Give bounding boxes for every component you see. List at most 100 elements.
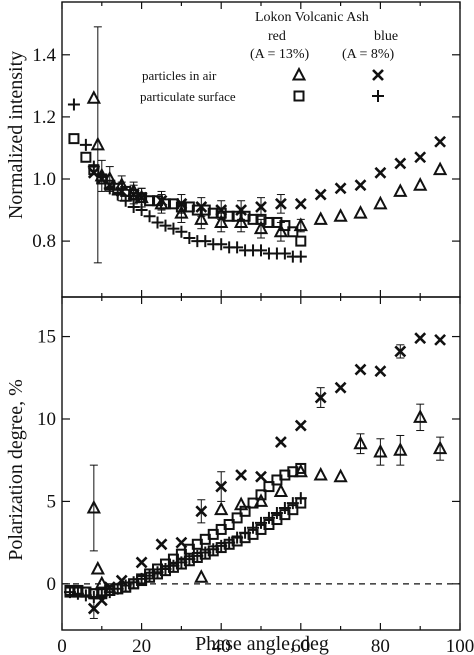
data-point-triangle <box>373 195 388 210</box>
data-point-plus <box>143 569 156 582</box>
legend-plus-marker <box>372 90 384 102</box>
data-point-plus <box>294 250 307 263</box>
data-point-triangle <box>313 211 328 225</box>
data-point-x <box>255 201 267 213</box>
data-point-square <box>263 481 275 493</box>
data-point-triangle <box>214 501 229 516</box>
legend-x-marker <box>372 69 384 81</box>
data-point-plus <box>127 200 140 213</box>
data-point-plus <box>215 238 228 251</box>
data-point-square <box>136 192 148 204</box>
data-point-triangle <box>273 483 289 498</box>
legend-triangle-marker <box>291 66 307 81</box>
data-point-x <box>334 182 347 195</box>
data-point-plus <box>151 566 164 579</box>
y-tick-label: 0.8 <box>32 231 56 252</box>
data-point-plus <box>167 222 180 235</box>
data-point-x <box>155 538 168 551</box>
legend-col-red: red <box>268 29 286 44</box>
data-point-square <box>199 204 211 216</box>
data-point-triangle <box>393 183 408 197</box>
data-point-triangle <box>333 208 348 222</box>
data-point-square <box>295 235 307 247</box>
legend-square-marker <box>293 90 305 102</box>
y-tick-label: 10 <box>37 409 56 430</box>
data-point-x <box>235 469 248 481</box>
data-point-square <box>191 204 203 216</box>
x-tick-label: 0 <box>57 636 67 655</box>
data-point-x <box>274 197 287 210</box>
data-point-square <box>255 489 267 501</box>
data-point-square <box>279 220 291 232</box>
data-point-plus <box>127 576 140 589</box>
data-point-x <box>274 436 287 448</box>
data-point-x <box>374 365 387 378</box>
error-bar <box>89 464 98 552</box>
data-point-x <box>334 381 347 394</box>
data-point-triangle <box>432 161 448 176</box>
data-point-square <box>255 213 267 225</box>
data-point-square <box>183 201 195 213</box>
data-point-plus <box>231 241 244 254</box>
data-point-triangle <box>413 409 428 423</box>
error-bar <box>93 26 102 264</box>
data-point-plus <box>103 182 116 195</box>
data-point-x <box>354 179 367 192</box>
data-point-square <box>247 213 259 225</box>
data-point-x <box>414 151 427 164</box>
data-point-square <box>263 216 275 228</box>
data-point-square <box>144 195 156 207</box>
data-point-x <box>354 363 367 376</box>
y-tick-label: 15 <box>37 327 56 348</box>
data-point-triangle <box>373 443 388 458</box>
data-point-plus <box>270 506 283 519</box>
data-point-x <box>434 333 447 346</box>
legend-col-blue: blue <box>374 29 398 44</box>
data-point-x <box>235 204 248 216</box>
data-point-plus <box>175 225 188 238</box>
data-point-square <box>159 198 171 210</box>
data-point-triangle <box>353 205 368 219</box>
legend-col-red-sub: (A = 13%) <box>250 47 310 62</box>
data-point-plus <box>143 210 156 223</box>
data-point-plus <box>191 549 204 562</box>
data-point-triangle <box>86 499 101 514</box>
data-point-plus <box>215 539 228 552</box>
x-tick-label: 60 <box>291 636 310 655</box>
data-point-x <box>374 166 387 179</box>
data-point-triangle <box>432 440 448 455</box>
data-point-square <box>295 462 307 474</box>
data-point-x <box>135 556 148 569</box>
data-point-plus <box>167 559 180 572</box>
data-point-square <box>239 210 251 222</box>
data-point-square <box>231 210 243 222</box>
data-point-square <box>128 189 140 201</box>
data-point-triangle <box>313 466 328 481</box>
legend-row-air: particles in air <box>142 68 217 83</box>
data-point-square <box>175 201 187 213</box>
data-point-square <box>152 195 164 207</box>
data-point-x <box>215 480 228 493</box>
data-point-plus <box>278 247 291 260</box>
data-point-square <box>247 497 259 509</box>
x-axis-title: Phase angle, deg <box>195 633 329 655</box>
y-tick-label: 1.4 <box>32 45 56 66</box>
x-tick-label: 20 <box>132 636 151 655</box>
data-point-square <box>223 518 235 530</box>
data-point-triangle <box>393 442 408 456</box>
data-point-square <box>167 198 179 210</box>
data-point-triangle <box>90 560 105 575</box>
data-point-plus <box>183 232 196 244</box>
data-point-x <box>434 135 447 148</box>
data-point-plus <box>262 511 275 524</box>
y-tick-label: 1.2 <box>32 107 56 128</box>
data-point-plus <box>95 169 108 182</box>
data-point-plus <box>175 556 188 569</box>
data-point-triangle <box>194 211 209 225</box>
data-point-x <box>394 157 407 170</box>
data-point-square <box>80 151 92 163</box>
data-point-plus <box>231 531 244 544</box>
data-point-plus <box>135 204 148 217</box>
data-point-square <box>68 133 80 145</box>
